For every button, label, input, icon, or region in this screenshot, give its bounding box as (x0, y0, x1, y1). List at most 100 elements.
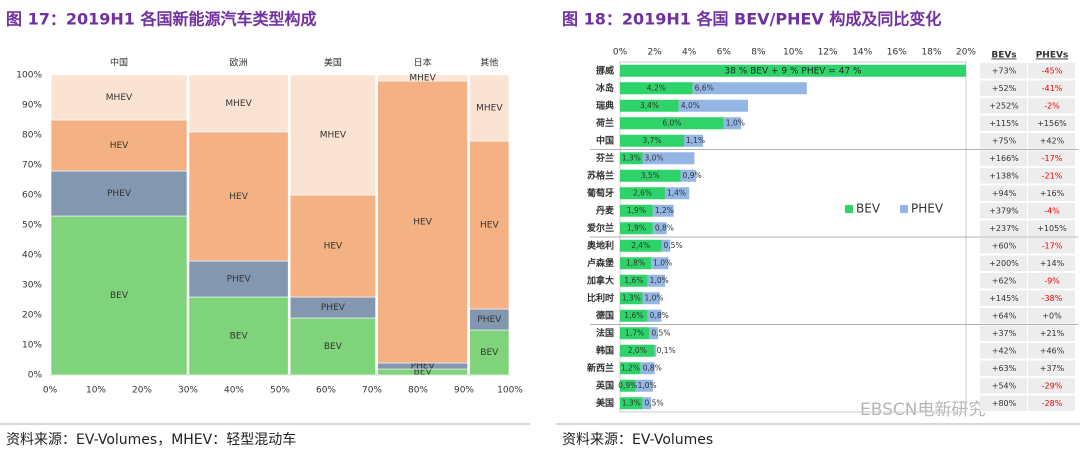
y-tick-label: 芬兰 (595, 152, 614, 164)
table-cell (1028, 378, 1075, 394)
table-text: +14% (1040, 259, 1065, 268)
chart-title: 图 18：2019H1 各国 BEV/PHEV 构成及同比变化 (562, 10, 941, 29)
value-label: 1,1% (686, 136, 705, 145)
x-tick-label: 2% (647, 48, 662, 58)
y-tick-label: 40% (22, 251, 42, 261)
table-cell (980, 115, 1027, 131)
table-text: +42% (992, 346, 1017, 355)
y-tick-label: 80% (22, 131, 42, 141)
table-cell (980, 255, 1027, 271)
value-label: 3,4% (640, 101, 659, 110)
value-label: 3,0% (644, 153, 663, 162)
table-cell (980, 203, 1027, 219)
table-text: +37% (992, 329, 1017, 338)
bar (620, 204, 653, 217)
bar (651, 257, 669, 270)
value-label: 4,2% (647, 83, 666, 92)
table-text: -38% (1042, 294, 1063, 303)
segment (188, 296, 289, 376)
bar (620, 344, 655, 357)
x-tick-label: 12% (818, 48, 838, 58)
table-cell (1028, 238, 1075, 254)
y-tick-label: 卢森堡 (587, 257, 614, 269)
value-label: 0,8% (643, 363, 662, 372)
y-tick-label: 加拿大 (586, 274, 614, 286)
table-header: BEVs (991, 51, 1016, 61)
value-label: 2,0% (628, 346, 647, 355)
segment-label: PHEV (321, 303, 346, 313)
bar (620, 327, 650, 340)
value-label: 2,4% (631, 241, 650, 250)
table-cell (980, 395, 1027, 411)
segment-label: PHEV (477, 315, 502, 325)
segment-label: BEV (110, 291, 129, 301)
table-text: -4% (1044, 206, 1060, 215)
x-tick-label: 40% (224, 386, 244, 396)
y-tick-label: 瑞典 (596, 99, 614, 111)
y-tick-label: 美国 (596, 397, 614, 409)
x-tick-label: 20% (956, 48, 976, 58)
bar (642, 292, 660, 305)
table-text: -29% (1042, 381, 1063, 390)
x-tick-label: 8% (751, 48, 766, 58)
table-cell (980, 220, 1027, 236)
y-tick-label: 法国 (596, 327, 614, 339)
table-cell (980, 150, 1027, 166)
y-tick-label: 90% (22, 101, 42, 111)
x-tick-label: 100% (497, 386, 523, 396)
segment-label: MHEV (409, 74, 436, 84)
table-text: -21% (1042, 171, 1063, 180)
segment-label: MHEV (320, 131, 347, 141)
y-tick-label: 挪威 (596, 64, 614, 76)
y-tick-label: 0% (28, 371, 43, 381)
table-text: +138% (989, 171, 1019, 180)
bar (620, 274, 648, 287)
bar (620, 134, 685, 147)
segment (289, 317, 376, 376)
bar (620, 309, 648, 322)
table-text: +166% (989, 154, 1019, 163)
segment (188, 74, 289, 133)
table-text: +105% (1037, 224, 1067, 233)
value-label: 1,8% (626, 258, 645, 267)
value-label: 2,6% (633, 188, 652, 197)
value-label: 1,3% (622, 398, 641, 407)
segment-label: MHEV (225, 99, 252, 109)
bar (620, 239, 662, 252)
table-text: +52% (992, 84, 1017, 93)
legend-swatch (900, 205, 908, 213)
segment-label: MHEV (106, 93, 133, 103)
table-text: +16% (1040, 189, 1065, 198)
x-tick-label: 60% (316, 386, 336, 396)
bar (640, 362, 655, 375)
value-label: 1,9% (627, 206, 646, 215)
table-text: +200% (989, 259, 1019, 268)
y-tick-label: 爱尔兰 (587, 222, 614, 234)
y-tick-label: 比利时 (587, 292, 614, 304)
value-label: 1,2% (621, 363, 640, 372)
table-cell (980, 343, 1027, 359)
table-cell (1028, 80, 1075, 96)
table-cell (980, 378, 1027, 394)
value-label: 1,4% (667, 188, 686, 197)
table-cell (980, 290, 1027, 306)
y-tick-label: 奥地利 (586, 239, 614, 251)
table-text: +379% (989, 206, 1019, 215)
table-cell (1028, 203, 1075, 219)
table-text: +80% (992, 399, 1017, 408)
table-cell (1028, 360, 1075, 376)
table-cell (980, 273, 1027, 289)
table-cell (980, 185, 1027, 201)
value-label: 6,0% (662, 118, 681, 127)
table-cell (980, 238, 1027, 254)
value-label: 1,7% (625, 328, 644, 337)
segment (289, 74, 376, 196)
value-label: 1,6% (624, 311, 643, 320)
table-cell (1028, 150, 1075, 166)
value-label: 1,0% (638, 381, 657, 390)
bar (692, 82, 807, 95)
y-tick-label: 50% (22, 221, 42, 231)
bar (680, 169, 697, 182)
y-tick-label: 丹麦 (596, 204, 615, 216)
